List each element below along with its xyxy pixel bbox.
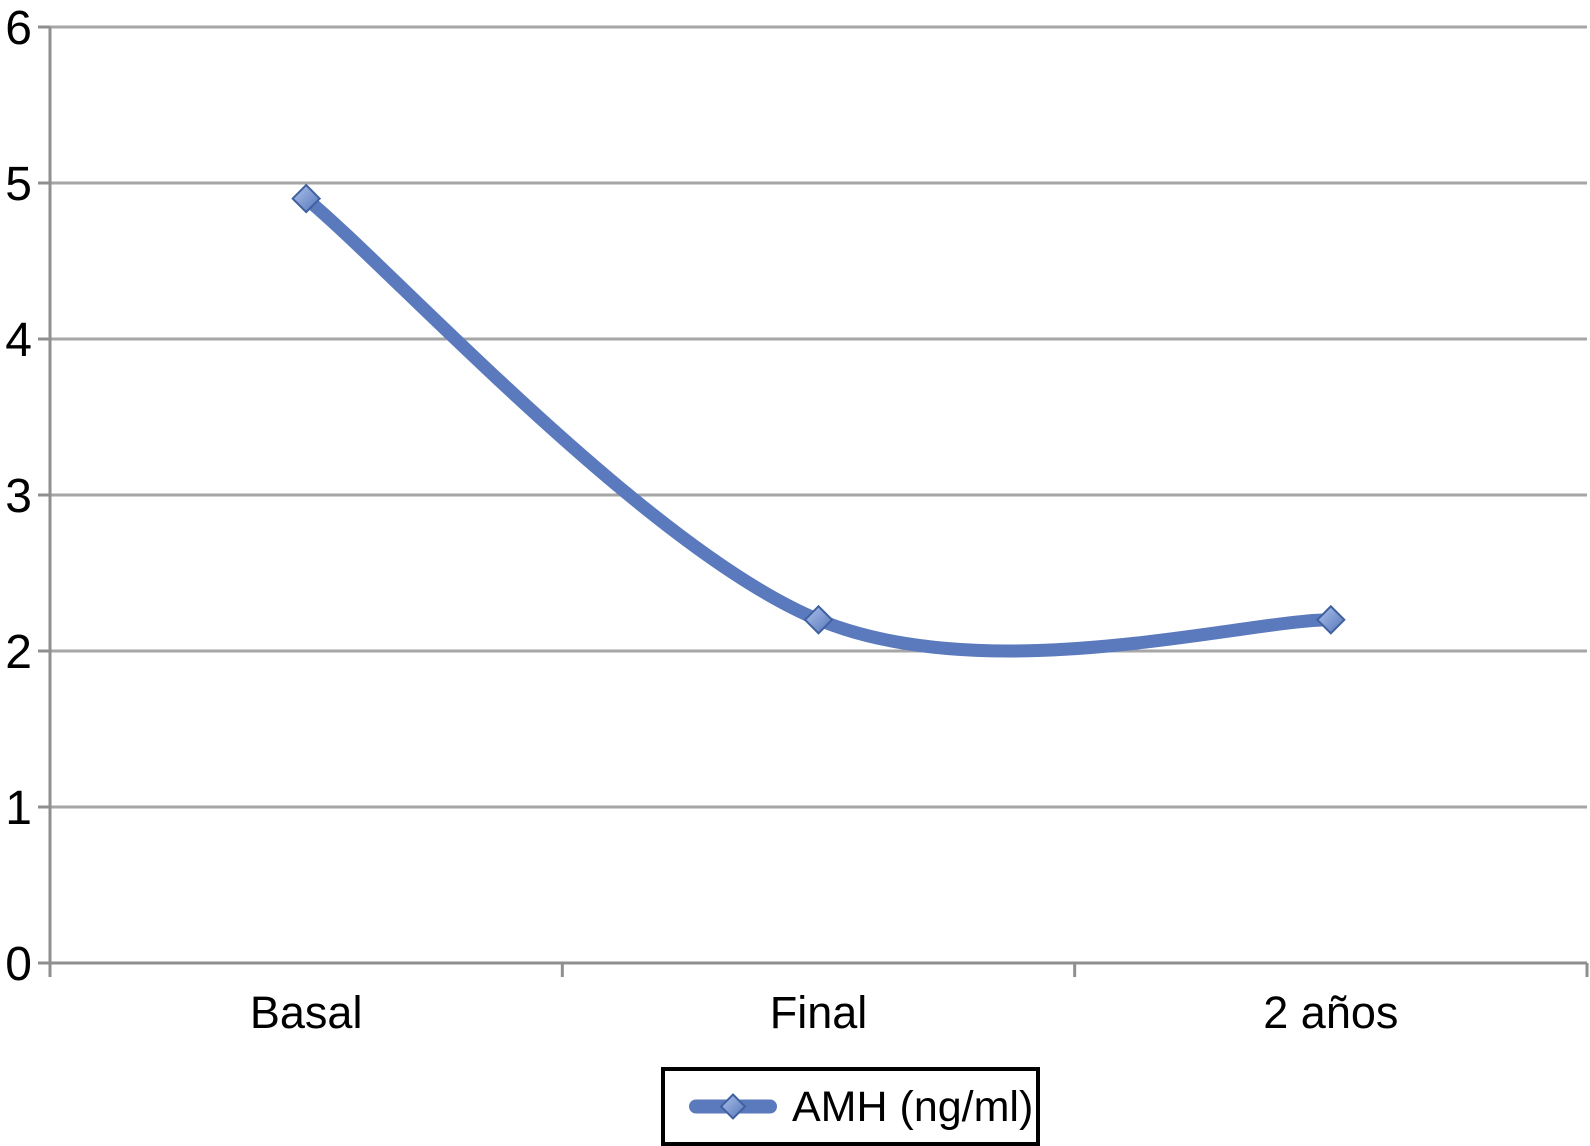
y-axis-label-1: 1 bbox=[5, 782, 32, 835]
y-axis-labels: 0 1 2 3 4 5 6 bbox=[5, 2, 32, 991]
y-axis-label-6: 6 bbox=[5, 2, 32, 55]
data-point-marker-2 bbox=[1315, 604, 1346, 635]
x-axis-ticks bbox=[48, 963, 1589, 977]
y-axis-label-3: 3 bbox=[5, 470, 32, 523]
gridlines bbox=[50, 25, 1587, 965]
x-axis-label-1: Final bbox=[770, 987, 868, 1038]
y-axis-label-2: 2 bbox=[5, 626, 32, 679]
legend: AMH (ng/ml) bbox=[661, 1067, 1040, 1146]
data-series bbox=[291, 183, 1346, 658]
y-axis-ticks bbox=[38, 25, 50, 965]
x-axis-labels: Basal Final 2 años bbox=[250, 987, 1399, 1038]
data-point-marker-1 bbox=[803, 604, 834, 635]
data-point-marker-0 bbox=[291, 183, 322, 214]
legend-diamond-marker-icon bbox=[719, 1093, 747, 1120]
y-axis-label-4: 4 bbox=[5, 314, 32, 367]
x-axis-label-2: 2 años bbox=[1263, 987, 1398, 1038]
y-axis-label-0: 0 bbox=[5, 938, 32, 991]
series-line-0 bbox=[299, 192, 1338, 658]
x-axis-label-0: Basal bbox=[250, 987, 363, 1038]
legend-label: AMH (ng/ml) bbox=[792, 1083, 1033, 1131]
y-axis-label-5: 5 bbox=[5, 158, 32, 211]
